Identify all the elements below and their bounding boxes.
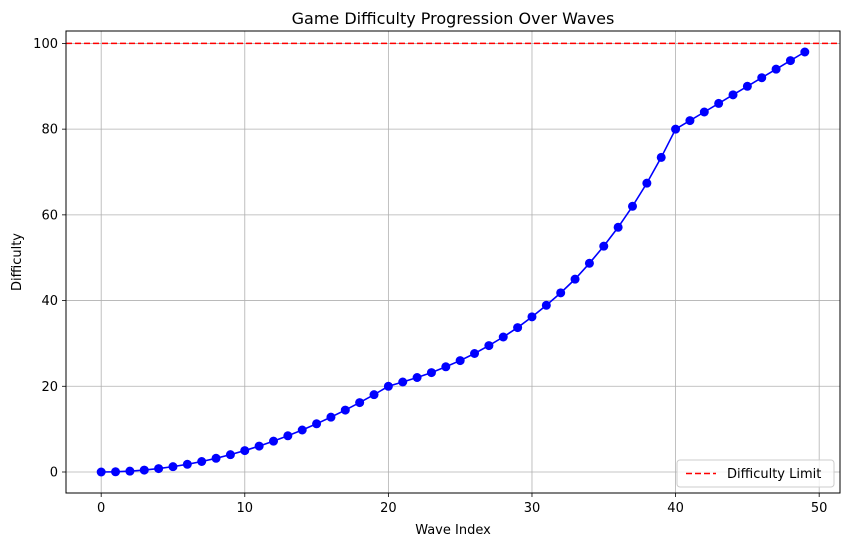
data-point <box>800 47 810 57</box>
data-point <box>369 390 379 400</box>
x-axis-ticks: 0 10 20 30 40 50 <box>97 493 827 516</box>
data-point <box>570 274 580 284</box>
data-point <box>541 300 551 310</box>
plot-frame <box>65 30 841 494</box>
data-point <box>513 323 523 333</box>
data-point <box>182 459 192 469</box>
y-tick-label: 60 <box>41 208 58 223</box>
data-point <box>412 373 422 382</box>
x-tick-label: 20 <box>380 501 397 516</box>
x-tick-label: 0 <box>97 501 105 516</box>
data-point <box>225 450 235 460</box>
data-point <box>484 341 494 351</box>
data-point <box>240 446 250 456</box>
data-point <box>297 425 307 435</box>
data-point <box>398 377 408 387</box>
data-point <box>355 398 365 408</box>
data-point <box>197 457 207 466</box>
data-point <box>742 81 752 91</box>
y-tick-label: 100 <box>33 37 58 52</box>
data-point <box>613 222 623 232</box>
data-point <box>699 107 709 117</box>
data-point <box>627 201 637 211</box>
data-point <box>470 349 480 358</box>
data-point <box>125 466 135 476</box>
data-point <box>211 453 221 463</box>
data-point <box>455 356 465 366</box>
legend: Difficulty Limit <box>676 459 835 488</box>
x-tick-label: 30 <box>524 501 541 516</box>
data-point <box>771 64 781 74</box>
chart-title: Game Difficulty Progression Over Waves <box>292 9 615 28</box>
y-tick-label: 80 <box>41 123 58 138</box>
y-tick-label: 0 <box>50 466 58 481</box>
data-point <box>254 441 264 451</box>
data-point <box>584 258 594 268</box>
y-axis-label: Difficulty <box>10 233 25 291</box>
series-line <box>101 51 806 473</box>
data-point <box>426 368 436 378</box>
data-point <box>714 98 724 108</box>
data-point <box>96 467 106 477</box>
data-point <box>326 412 336 422</box>
data-point <box>728 90 738 100</box>
data-point <box>671 124 681 134</box>
data-point <box>599 241 609 251</box>
data-point <box>269 436 279 446</box>
data-point <box>757 73 767 83</box>
x-tick-label: 50 <box>811 501 828 516</box>
y-tick-label: 20 <box>41 380 58 395</box>
data-point <box>154 464 164 474</box>
data-point <box>527 312 537 322</box>
difficulty-series <box>96 47 810 477</box>
data-point <box>642 178 652 188</box>
data-point <box>168 462 178 472</box>
data-point <box>340 405 350 415</box>
data-point <box>656 152 666 162</box>
data-point <box>383 381 393 391</box>
data-point <box>312 419 322 429</box>
x-tick-label: 10 <box>237 501 254 516</box>
data-point <box>785 56 795 66</box>
data-point <box>556 288 566 298</box>
x-tick-label: 40 <box>667 501 684 516</box>
data-point <box>441 362 451 372</box>
data-point <box>685 116 695 126</box>
legend-label: Difficulty Limit <box>727 467 821 482</box>
data-point <box>283 431 293 441</box>
data-point <box>498 332 508 342</box>
y-axis-ticks: 0 20 40 60 80 100 <box>33 37 66 481</box>
x-axis-label: Wave Index <box>415 523 491 538</box>
data-point <box>139 465 149 475</box>
legend-box <box>676 459 835 488</box>
y-tick-label: 40 <box>41 294 58 309</box>
data-point <box>111 467 121 477</box>
